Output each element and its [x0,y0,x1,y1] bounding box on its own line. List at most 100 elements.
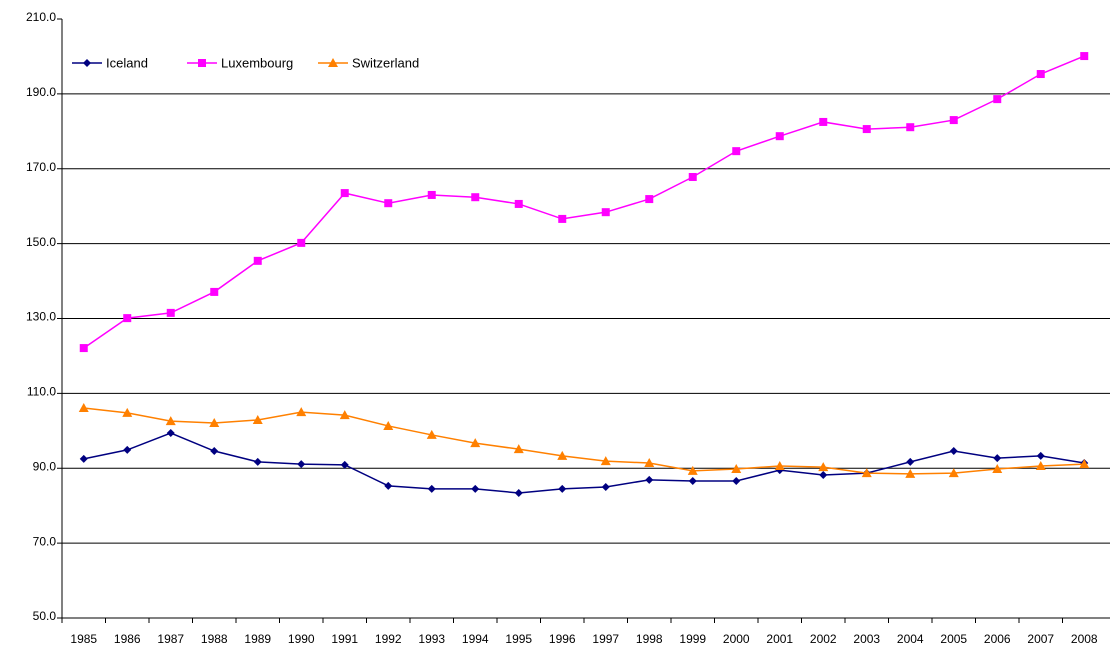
point [819,117,828,126]
point [297,238,306,247]
point [78,402,89,412]
legend-marker [198,59,206,67]
x-tick-label: 1990 [288,632,315,646]
point [340,460,349,469]
x-tick-label: 1989 [244,632,271,646]
point [819,470,828,479]
x-tick-label: 2003 [853,632,880,646]
x-tick-label: 1999 [679,632,706,646]
x-tick-label: 1987 [157,632,184,646]
point [514,199,523,208]
legend-label: Luxembourg [221,55,293,70]
point [383,420,394,430]
x-tick-label: 2002 [810,632,837,646]
point [645,475,654,484]
x-tick-label: 2008 [1071,632,1098,646]
point [471,193,480,202]
point [948,468,959,478]
x-tick-label: 1991 [331,632,358,646]
y-tick-label: 70.0 [33,534,57,548]
point [123,314,132,323]
point [558,484,567,493]
y-tick-label: 130.0 [26,310,56,324]
point [1036,451,1045,460]
point [471,484,480,493]
point [731,463,742,473]
point [732,147,741,156]
x-tick-label: 2000 [723,632,750,646]
point [210,287,219,296]
x-tick-label: 1993 [418,632,445,646]
point [209,417,220,427]
x-tick-label: 1994 [462,632,489,646]
point [601,482,610,491]
series-line [83,432,1085,494]
point [210,447,219,456]
x-tick-label: 2007 [1027,632,1054,646]
point [513,444,524,454]
point [1080,52,1089,61]
legend-label: Iceland [106,55,148,70]
y-tick-label: 210.0 [26,10,56,24]
point [688,476,697,485]
y-tick-label: 90.0 [33,459,57,473]
point [297,460,306,469]
y-tick-label: 170.0 [26,160,56,174]
point [427,484,436,493]
x-tick-label: 1997 [592,632,619,646]
point [775,132,784,141]
point [296,407,307,417]
point [993,95,1002,104]
legend-label: Switzerland [352,55,419,70]
point [384,199,393,208]
point [862,125,871,134]
point [1035,461,1046,471]
x-tick-label: 1988 [201,632,228,646]
point [252,414,263,424]
x-tick-label: 1985 [70,632,97,646]
x-tick-label: 1986 [114,632,141,646]
point [558,214,567,223]
x-tick-label: 1995 [505,632,532,646]
point [861,468,872,478]
point [906,123,915,132]
x-tick-label: 2004 [897,632,924,646]
point [949,116,958,125]
legend-marker [328,58,338,67]
point [992,463,1003,473]
point [905,468,916,478]
point [688,172,697,181]
point [774,461,785,471]
series-line [83,55,1085,349]
point [166,429,175,438]
series-line [83,407,1085,475]
point [253,457,262,466]
point [339,410,350,420]
point [384,481,393,490]
point [79,454,88,463]
y-tick-label: 50.0 [33,609,57,623]
point [253,256,262,265]
point [732,476,741,485]
point [557,450,568,460]
point [165,416,176,426]
point [426,429,437,439]
x-tick-label: 2001 [766,632,793,646]
y-tick-label: 110.0 [27,385,56,399]
point [601,208,610,217]
point [687,465,698,475]
point [427,190,436,199]
point [1036,70,1045,79]
point [949,447,958,456]
point [514,488,523,497]
x-tick-label: 2005 [940,632,967,646]
x-tick-label: 1996 [549,632,576,646]
point [818,462,829,472]
point [645,195,654,204]
point [600,456,611,466]
point [1079,459,1090,469]
x-tick-label: 1998 [636,632,663,646]
point [122,407,133,417]
